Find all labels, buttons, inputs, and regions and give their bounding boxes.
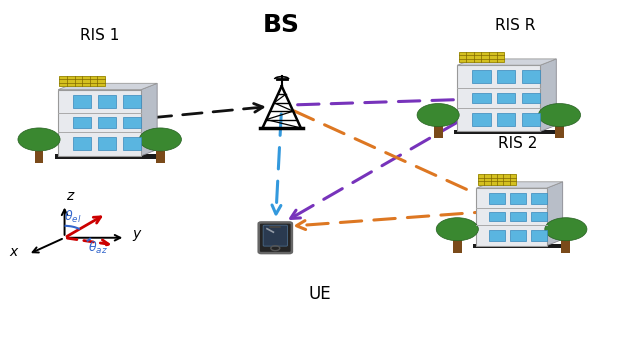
- Polygon shape: [540, 59, 556, 131]
- Polygon shape: [123, 95, 141, 107]
- Polygon shape: [555, 126, 564, 138]
- Polygon shape: [73, 137, 92, 150]
- Polygon shape: [489, 230, 504, 241]
- Polygon shape: [531, 230, 547, 241]
- Polygon shape: [35, 150, 44, 163]
- FancyBboxPatch shape: [259, 222, 292, 253]
- Polygon shape: [472, 70, 490, 83]
- Polygon shape: [123, 117, 141, 128]
- Polygon shape: [510, 193, 525, 204]
- Polygon shape: [58, 90, 141, 156]
- Polygon shape: [476, 188, 547, 246]
- Text: RIS 2: RIS 2: [499, 136, 538, 151]
- Polygon shape: [497, 70, 515, 83]
- Polygon shape: [473, 244, 566, 248]
- Polygon shape: [522, 93, 540, 103]
- Polygon shape: [510, 212, 525, 221]
- Text: $\theta_{el}$: $\theta_{el}$: [64, 209, 81, 225]
- Circle shape: [140, 128, 181, 151]
- FancyBboxPatch shape: [263, 225, 287, 246]
- Text: UE: UE: [308, 285, 332, 302]
- Polygon shape: [497, 93, 515, 103]
- Polygon shape: [434, 126, 443, 138]
- Polygon shape: [156, 150, 165, 163]
- Text: z: z: [66, 189, 74, 203]
- Polygon shape: [531, 193, 547, 204]
- Polygon shape: [73, 117, 92, 128]
- Polygon shape: [453, 240, 462, 253]
- Polygon shape: [489, 193, 504, 204]
- Polygon shape: [58, 83, 157, 90]
- Text: BS: BS: [263, 13, 300, 37]
- Circle shape: [538, 104, 580, 127]
- Circle shape: [417, 104, 460, 127]
- Text: $\theta_{az}$: $\theta_{az}$: [88, 240, 108, 256]
- Polygon shape: [477, 175, 516, 185]
- Polygon shape: [98, 137, 116, 150]
- Circle shape: [18, 128, 60, 151]
- Polygon shape: [497, 113, 515, 126]
- Text: RIS R: RIS R: [495, 18, 535, 33]
- Polygon shape: [522, 70, 540, 83]
- Text: RIS 1: RIS 1: [80, 28, 120, 43]
- Circle shape: [545, 218, 587, 241]
- Polygon shape: [459, 51, 504, 62]
- Polygon shape: [98, 117, 116, 128]
- Polygon shape: [472, 93, 490, 103]
- Polygon shape: [489, 212, 504, 221]
- Polygon shape: [510, 230, 525, 241]
- Polygon shape: [472, 113, 490, 126]
- Polygon shape: [73, 95, 92, 107]
- Polygon shape: [547, 182, 563, 246]
- Polygon shape: [60, 76, 105, 86]
- Polygon shape: [141, 83, 157, 156]
- Text: y: y: [132, 227, 141, 241]
- Polygon shape: [531, 212, 547, 221]
- Polygon shape: [123, 137, 141, 150]
- Polygon shape: [561, 240, 570, 253]
- Polygon shape: [454, 130, 559, 134]
- Text: x: x: [10, 245, 18, 259]
- Polygon shape: [476, 182, 563, 188]
- Polygon shape: [98, 95, 116, 107]
- Polygon shape: [458, 65, 540, 131]
- Polygon shape: [55, 154, 161, 159]
- Circle shape: [436, 218, 478, 241]
- Polygon shape: [522, 113, 540, 126]
- Polygon shape: [458, 59, 556, 65]
